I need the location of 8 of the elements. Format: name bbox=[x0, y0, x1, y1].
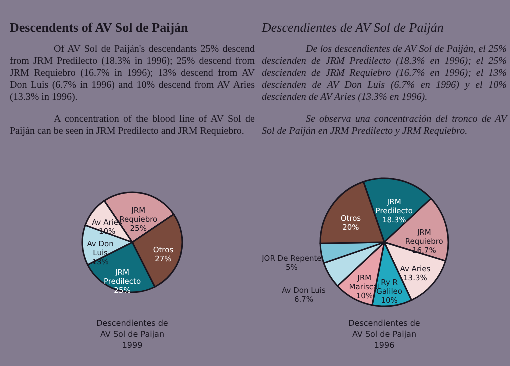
text: Descendientes de AV Sol de Paijan 1999 bbox=[96, 318, 170, 351]
chart-title: Descendents of AV Sol de Paiján bbox=[10, 20, 190, 36]
text: Se observa una concentración del tronco de AV Sol de Paiján en JRM Predilecto y JRM Requiebro. bbox=[262, 114, 507, 138]
text: De los descendientes de AV Sol de Paiján, el 25% descienden de JRM Predilecto (18.3% en 1996); el 25% descienden de JRM Requiebro (16.7% en 1996); el 13% descienden de AV Don Luis (6.7% en 1996) y el 10% descienden de AV Aries (13.3% en 1996). bbox=[262, 44, 507, 104]
text: Of AV Sol de Paiján's descendants 25% descend from JRM Predilecto (18.3% in 1996); 25% descend from JRM Requiebro (16.7% in 1996); 13% descend from AV Don Luis (6.7% in 1996) and 10% descend from AV Aries (13.3% in 1996). bbox=[10, 44, 255, 104]
text: A concentration of the blood line of AV Sol de Paiján can be seen in JRM Predilecto and JRM Requiebro. bbox=[10, 114, 255, 138]
text: Descendientes de AV Sol de Paijan 1996 bbox=[348, 318, 422, 351]
chart-title: Descendientes de AV Sol de Paiján bbox=[262, 20, 445, 36]
